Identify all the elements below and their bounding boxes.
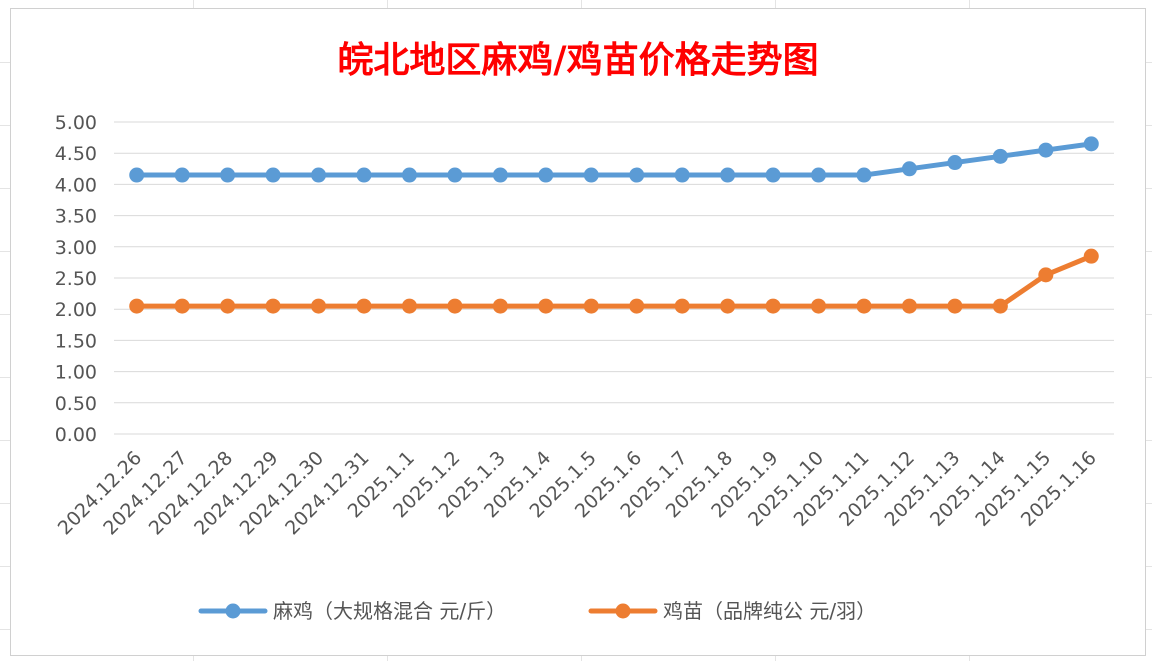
data-point (492, 298, 508, 314)
data-point (629, 167, 645, 183)
legend-item-1: 麻鸡（大规格混合 元/斤） (198, 599, 506, 623)
data-point (765, 298, 781, 314)
data-point (538, 298, 554, 314)
legend: 麻鸡（大规格混合 元/斤） 鸡苗（品牌纯公 元/羽） (198, 599, 876, 623)
data-point (538, 167, 554, 183)
data-point (1038, 267, 1054, 283)
data-point (901, 298, 917, 314)
chart-area[interactable]: 皖北地区麻鸡/鸡苗价格走势图 0.00 0.50 1.00 1.50 2.00 2.50 3… (10, 8, 1146, 656)
data-point (220, 298, 236, 314)
data-point (856, 298, 872, 314)
y-tick-label: 1.00 (55, 362, 97, 384)
y-tick-label: 0.50 (55, 393, 97, 415)
data-point (583, 167, 599, 183)
y-tick-label: 0.00 (55, 424, 97, 446)
data-point (265, 298, 281, 314)
legend-point-marker (615, 603, 631, 619)
legend-label: 鸡苗（品牌纯公 元/羽） (663, 599, 876, 623)
data-point (311, 298, 327, 314)
gridlines (114, 121, 1114, 435)
price-trend-chart: 皖北地区麻鸡/鸡苗价格走势图 0.00 0.50 1.00 1.50 2.00 2.50 3… (54, 39, 1114, 623)
y-tick-label: 4.00 (55, 174, 97, 196)
data-point (311, 167, 327, 183)
data-point (992, 298, 1008, 314)
y-tick-label: 3.00 (55, 237, 97, 259)
legend-point-marker (225, 603, 241, 619)
data-point (629, 298, 645, 314)
data-point (401, 298, 417, 314)
y-tick-label: 1.50 (55, 330, 97, 352)
data-point (720, 298, 736, 314)
y-axis-ticks: 0.00 0.50 1.00 1.50 2.00 2.50 3.00 3.50 4.00 4.50… (55, 112, 97, 446)
data-point (447, 167, 463, 183)
chart-title: 皖北地区麻鸡/鸡苗价格走势图 (337, 39, 818, 81)
data-point (583, 298, 599, 314)
data-point (1038, 142, 1054, 158)
series-line (134, 141, 1094, 178)
data-point (765, 167, 781, 183)
series-2 (129, 248, 1099, 314)
data-point (992, 148, 1008, 164)
data-point (129, 298, 145, 314)
data-point (1083, 136, 1099, 152)
y-tick-label: 2.00 (55, 299, 97, 321)
data-point (720, 167, 736, 183)
data-point (356, 167, 372, 183)
data-point (901, 161, 917, 177)
data-point (674, 298, 690, 314)
data-point (811, 298, 827, 314)
data-point (856, 167, 872, 183)
data-point (401, 167, 417, 183)
data-point (492, 167, 508, 183)
series-line (134, 253, 1094, 309)
data-point (447, 298, 463, 314)
data-point (220, 167, 236, 183)
y-tick-label: 5.00 (55, 112, 97, 134)
data-point (674, 167, 690, 183)
data-point (811, 167, 827, 183)
y-tick-label: 4.50 (55, 143, 97, 165)
data-point (174, 298, 190, 314)
data-point (174, 167, 190, 183)
data-point (1083, 248, 1099, 264)
legend-label: 麻鸡（大规格混合 元/斤） (273, 599, 506, 623)
y-tick-label: 2.50 (55, 268, 97, 290)
x-axis-ticks: 2024.12.262024.12.272024.12.282024.12.29… (54, 447, 1101, 539)
data-point (356, 298, 372, 314)
data-point (129, 167, 145, 183)
data-point (947, 155, 963, 171)
data-point (947, 298, 963, 314)
series-1 (129, 136, 1099, 183)
data-point (265, 167, 281, 183)
legend-item-2: 鸡苗（品牌纯公 元/羽） (588, 599, 876, 623)
y-tick-label: 3.50 (55, 206, 97, 228)
series-lines (129, 136, 1099, 314)
